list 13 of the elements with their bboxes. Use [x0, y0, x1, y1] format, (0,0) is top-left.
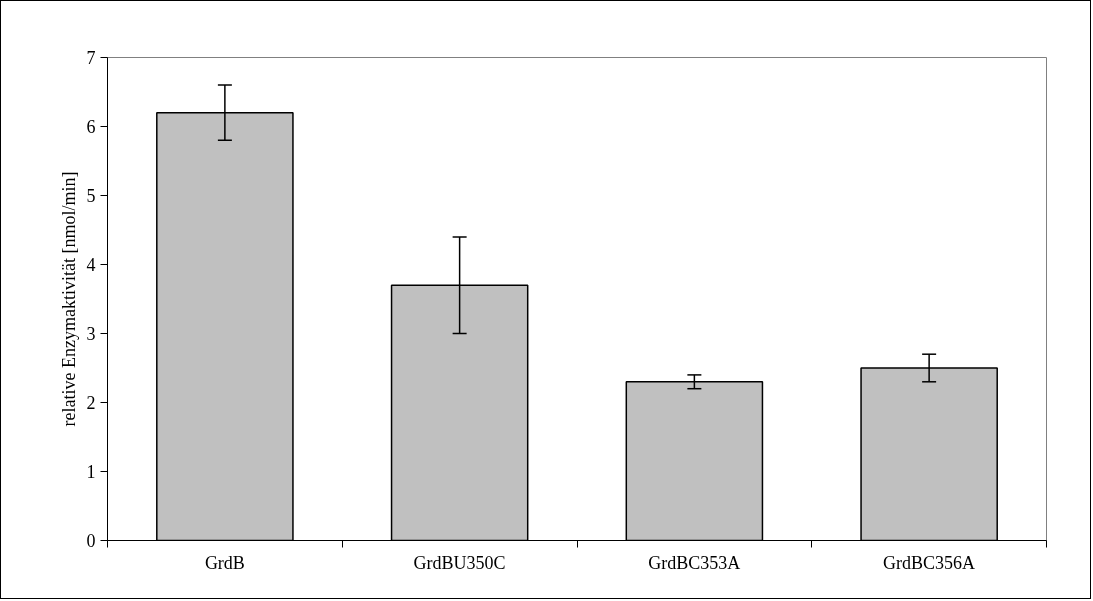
y-tick-label: 2: [86, 393, 96, 413]
y-tick-label: 5: [86, 186, 96, 206]
y-tick-label: 6: [86, 117, 96, 137]
y-tick-label: 3: [86, 324, 96, 344]
y-tick-label: 1: [86, 462, 96, 482]
y-tick-label: 4: [86, 255, 96, 275]
x-tick-label: GrdB: [204, 552, 245, 573]
x-tick-label: GrdBC356A: [883, 552, 976, 573]
y-axis-title: relative Enzymaktivität [nmol/min]: [58, 171, 79, 427]
x-tick-label: GrdBU350C: [413, 552, 506, 573]
y-tick-label: 7: [86, 48, 96, 68]
y-tick-label: 0: [86, 531, 96, 551]
x-tick-label: GrdBC353A: [648, 552, 741, 573]
